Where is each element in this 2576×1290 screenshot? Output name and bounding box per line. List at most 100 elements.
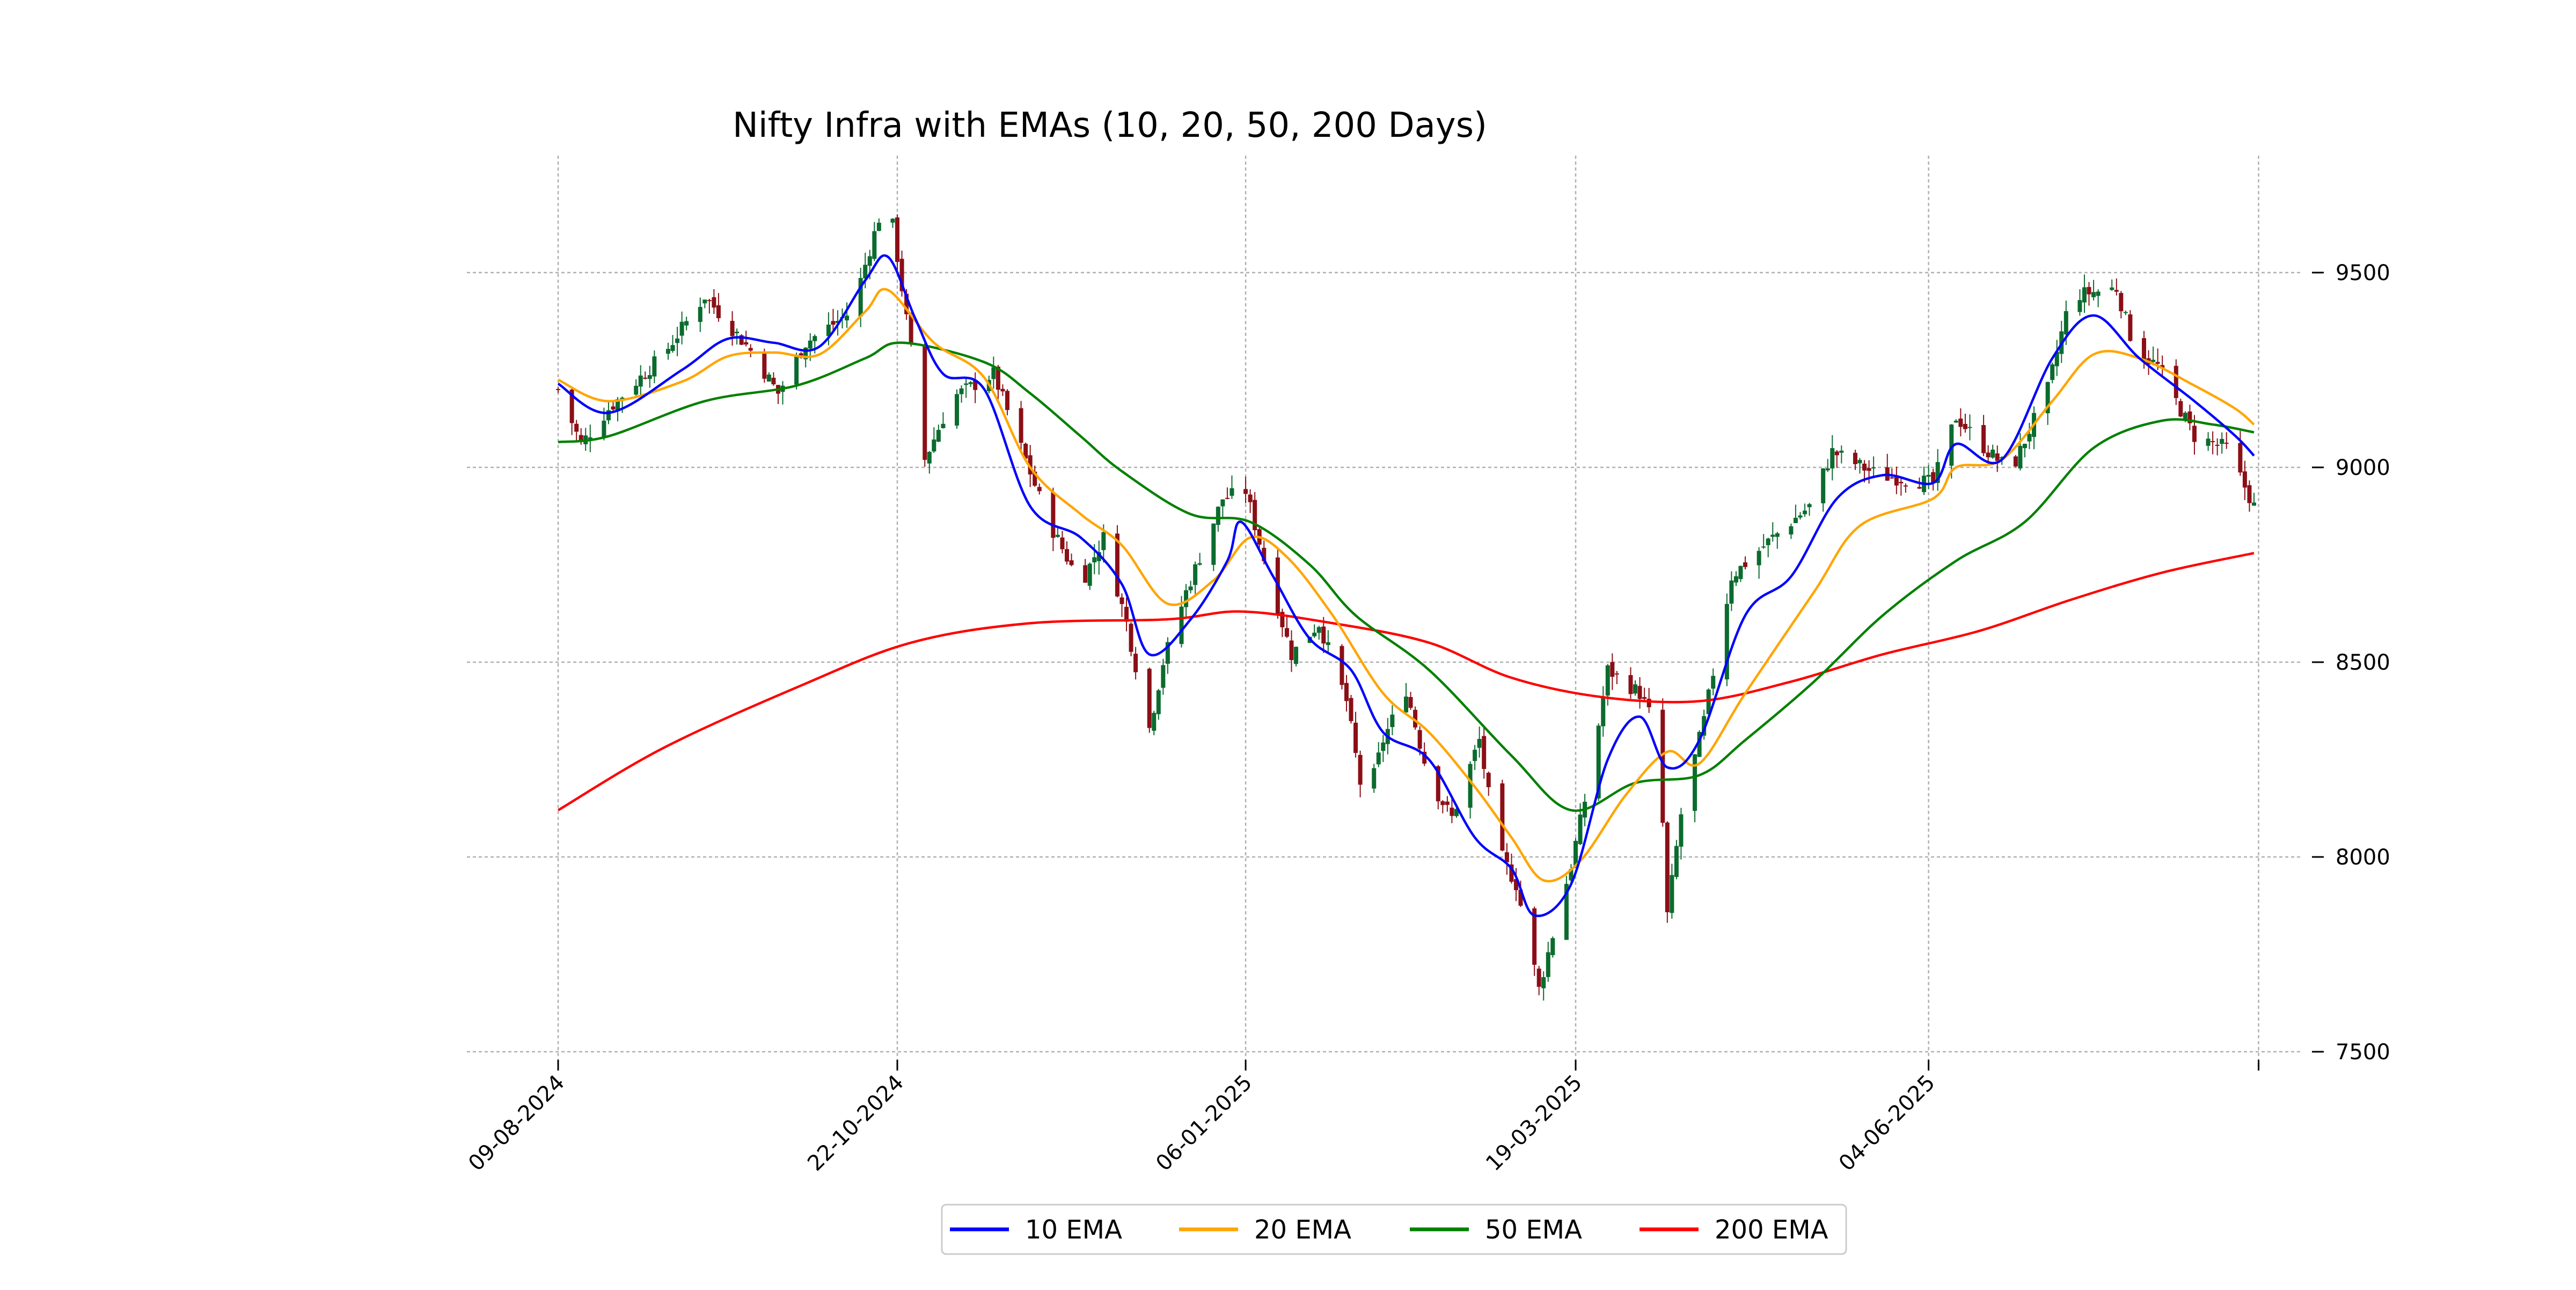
candle-body	[1679, 814, 1684, 847]
candle-body	[652, 356, 657, 377]
candle-body	[1193, 564, 1198, 585]
candle-body	[1344, 683, 1349, 701]
candle-body	[1702, 716, 1707, 736]
candle-body	[2215, 444, 2220, 446]
candle-body	[863, 265, 868, 278]
candle-body	[1697, 731, 1702, 757]
candle-body	[1614, 673, 1619, 675]
candle-body	[1152, 713, 1157, 731]
candle-body	[1165, 642, 1170, 664]
candle-body	[2123, 312, 2128, 313]
candle-body	[1821, 468, 1826, 503]
candle-body	[1504, 852, 1509, 862]
candle-body	[1564, 884, 1569, 940]
candle-body	[1262, 547, 1267, 561]
candle-body	[1028, 455, 1033, 475]
candle-body	[1326, 642, 1330, 646]
candle-body	[904, 294, 909, 314]
candle-body	[556, 389, 560, 390]
candle-body	[1867, 468, 1871, 471]
candle-body	[2082, 287, 2087, 303]
candle-body	[1454, 809, 1459, 816]
candle-body	[2063, 311, 2068, 335]
candle-body	[973, 380, 978, 390]
candle-body	[1349, 698, 1353, 721]
candle-body	[1536, 969, 1541, 987]
candle-body	[684, 321, 689, 326]
candle-body	[2238, 443, 2243, 473]
candle-body	[895, 217, 899, 262]
candle-body	[1477, 739, 1482, 748]
candle-body	[1729, 580, 1734, 604]
candle-body	[1340, 646, 1344, 685]
candle-body	[1087, 563, 1092, 586]
candle-body	[1546, 952, 1550, 977]
candle-body	[1674, 846, 1679, 877]
candle-body	[1096, 552, 1101, 561]
candle-body	[1019, 408, 1023, 443]
candle-body	[1899, 482, 1904, 483]
legend-label-50-ema: 50 EMA	[1485, 1215, 1582, 1245]
candle-body	[1005, 391, 1009, 411]
candle-body	[766, 375, 771, 382]
candle-body	[616, 399, 620, 411]
candle-body	[1220, 499, 1225, 507]
candle-body	[1857, 460, 1862, 464]
candle-body	[1798, 515, 1803, 518]
candle-body	[845, 316, 850, 321]
candle-body	[1390, 714, 1395, 727]
candle-body	[1188, 586, 1193, 591]
candle-body	[1000, 389, 1005, 392]
legend-label-200-ema: 200 EMA	[1715, 1215, 1828, 1245]
candle-body	[1724, 604, 1729, 680]
candle-body	[679, 321, 684, 336]
candle-body	[1197, 563, 1202, 565]
grid-lines	[467, 156, 2302, 1060]
candle-body	[2178, 401, 2183, 417]
candle-body	[1101, 532, 1106, 551]
candle-body	[675, 338, 680, 343]
candle-body	[1986, 452, 1990, 458]
candle-body	[1894, 477, 1899, 486]
legend-label-10-ema: 10 EMA	[1025, 1215, 1122, 1245]
candle-body	[1596, 725, 1601, 798]
candle-body	[716, 305, 721, 318]
candle-body	[1353, 722, 1358, 753]
candle-body	[1184, 590, 1189, 607]
candle-body	[748, 348, 753, 351]
candle-body	[1775, 533, 1780, 537]
candle-body	[2013, 456, 2018, 467]
candle-body	[996, 367, 1000, 390]
candle-body	[665, 349, 670, 354]
candle-body	[1179, 606, 1184, 644]
candle-body	[1033, 471, 1037, 486]
candle-body	[1404, 697, 1408, 713]
candle-body	[1440, 801, 1445, 805]
candle-body	[1926, 474, 1931, 477]
candle-body	[2091, 292, 2096, 297]
candle-body	[1605, 665, 1610, 696]
candle-body	[1211, 523, 1216, 565]
candle-body	[670, 345, 675, 351]
candle-body	[831, 321, 836, 325]
candle-body	[1509, 864, 1514, 882]
candle-body	[1628, 675, 1633, 694]
candle-body	[1834, 451, 1839, 456]
candle-body	[638, 375, 643, 387]
candle-body	[1069, 560, 1074, 566]
candle-body	[1147, 669, 1152, 728]
candle-body	[1706, 690, 1711, 714]
candle-body	[1665, 822, 1670, 912]
candle-body	[1321, 626, 1326, 644]
candle-body	[2054, 351, 2059, 367]
candle-body	[1436, 766, 1440, 802]
candle-body	[1124, 606, 1129, 622]
candle-body	[867, 256, 872, 266]
candle-body	[1417, 730, 1422, 749]
candle-body	[569, 389, 574, 423]
candle-body	[2224, 443, 2229, 444]
candle-body	[1289, 640, 1294, 661]
candle-body	[744, 342, 749, 345]
candle-body	[1023, 443, 1028, 459]
